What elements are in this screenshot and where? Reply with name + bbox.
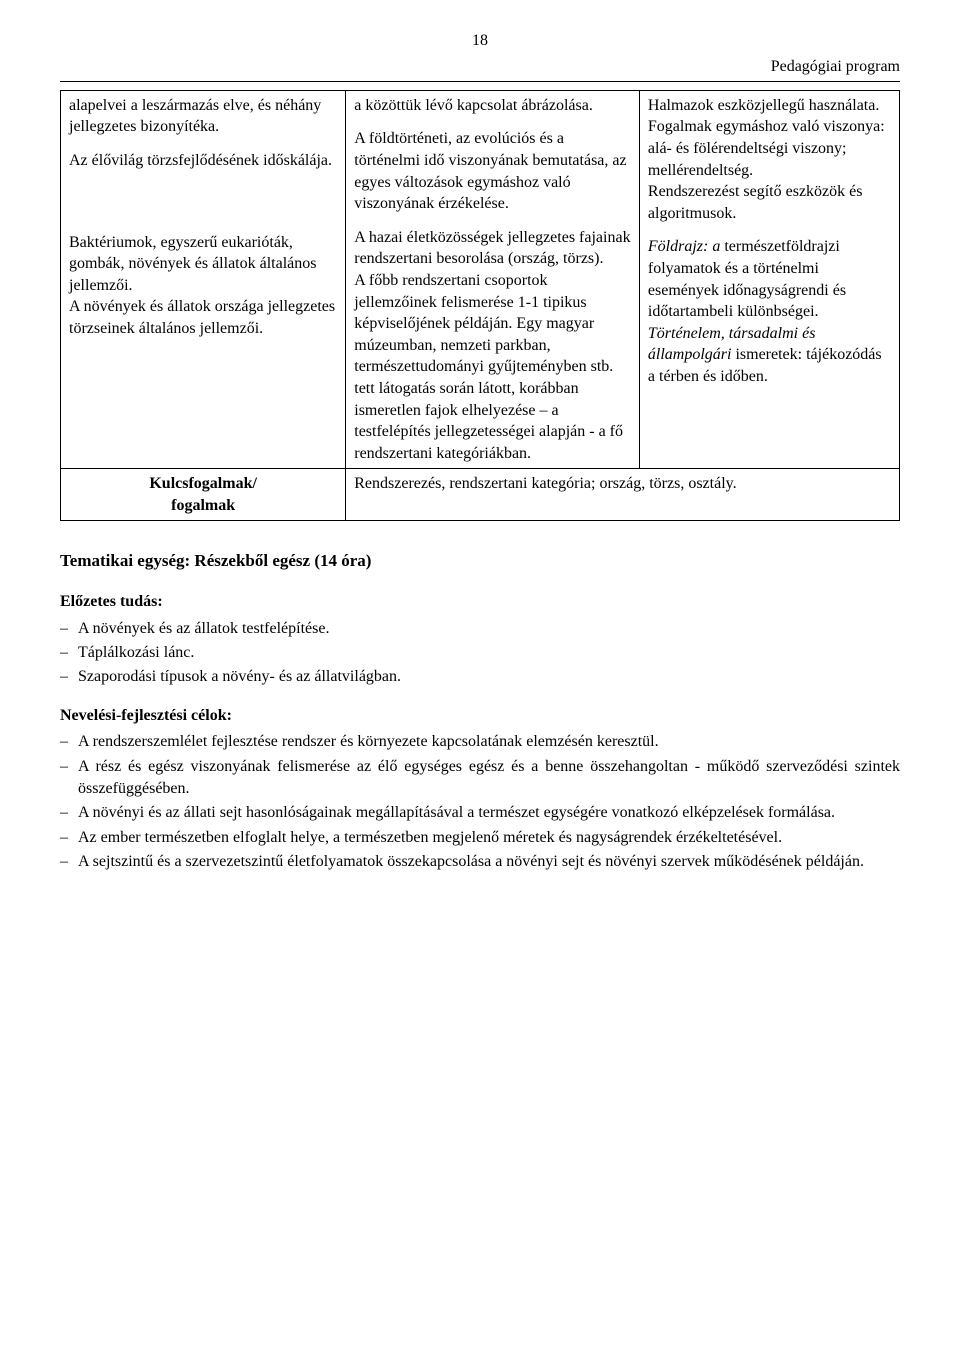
nevelesi-list: A rendszerszemlélet fejlesztése rendszer…	[60, 731, 900, 873]
paragraph: Az élővilág törzsfejlődésének időskálája…	[69, 150, 337, 172]
paragraph: Halmazok eszközjellegű használata.	[648, 95, 891, 117]
list-item: A rész és egész viszonyának felismerése …	[60, 756, 900, 801]
paragraph: alapelvei a leszármazás elve, és néhány …	[69, 95, 337, 138]
paragraph: A hazai életközösségek jellegzetes fajai…	[354, 227, 631, 270]
kulcsfogalmak-label-cell: Kulcsfogalmak/ fogalmak	[61, 469, 346, 521]
paragraph: Földrajz: a természetföldrajzi folyamato…	[648, 236, 891, 322]
paragraph: A földtörténeti, az evolúciós és a törté…	[354, 128, 631, 214]
paragraph: Fogalmak egymáshoz való viszonya: alá- é…	[648, 116, 891, 181]
table-cell-col2: a közöttük lévő kapcsolat ábrázolása. A …	[346, 90, 640, 469]
paragraph: Rendszerezést segítő eszközök és algorit…	[648, 181, 891, 224]
list-item: A növények és az állatok testfelépítése.	[60, 618, 900, 640]
list-item: A rendszerszemlélet fejlesztése rendszer…	[60, 731, 900, 753]
list-item: Táplálkozási lánc.	[60, 642, 900, 664]
kulcsfogalmak-label-line1: Kulcsfogalmak/	[149, 475, 257, 492]
header-divider	[60, 81, 900, 82]
table-row: Kulcsfogalmak/ fogalmak Rendszerezés, re…	[61, 469, 900, 521]
table-row: alapelvei a leszármazás elve, és néhány …	[61, 90, 900, 469]
paragraph: Baktériumok, egyszerű eukarióták, gombák…	[69, 232, 337, 297]
paragraph: Történelem, társadalmi és állampolgári i…	[648, 323, 891, 388]
list-item: Szaporodási típusok a növény- és az álla…	[60, 666, 900, 688]
elozetes-heading: Előzetes tudás:	[60, 591, 900, 613]
list-item: Az ember természetben elfoglalt helye, a…	[60, 827, 900, 849]
kulcsfogalmak-label-line2: fogalmak	[171, 497, 235, 514]
table-cell-col3: Halmazok eszközjellegű használata. Fogal…	[639, 90, 899, 469]
kulcsfogalmak-value-cell: Rendszerezés, rendszertani kategória; or…	[346, 469, 900, 521]
paragraph: a közöttük lévő kapcsolat ábrázolása.	[354, 95, 631, 117]
page-number: 18	[60, 30, 900, 52]
italic-text: Földrajz: a	[648, 238, 720, 255]
list-item: A sejtszintű és a szervezetszintű életfo…	[60, 851, 900, 873]
paragraph: A főbb rendszertani csoportok jellemzőin…	[354, 270, 631, 464]
nevelesi-heading: Nevelési-fejlesztési célok:	[60, 705, 900, 727]
paragraph: A növények és állatok országa jellegzete…	[69, 296, 337, 339]
list-item: A növényi és az állati sejt hasonlóságai…	[60, 802, 900, 824]
section-title: Tematikai egység: Részekből egész (14 ór…	[60, 549, 900, 573]
header-title: Pedagógiai program	[60, 56, 900, 78]
table-cell-col1: alapelvei a leszármazás elve, és néhány …	[61, 90, 346, 469]
elozetes-list: A növények és az állatok testfelépítése.…	[60, 618, 900, 689]
curriculum-table: alapelvei a leszármazás elve, és néhány …	[60, 90, 900, 522]
